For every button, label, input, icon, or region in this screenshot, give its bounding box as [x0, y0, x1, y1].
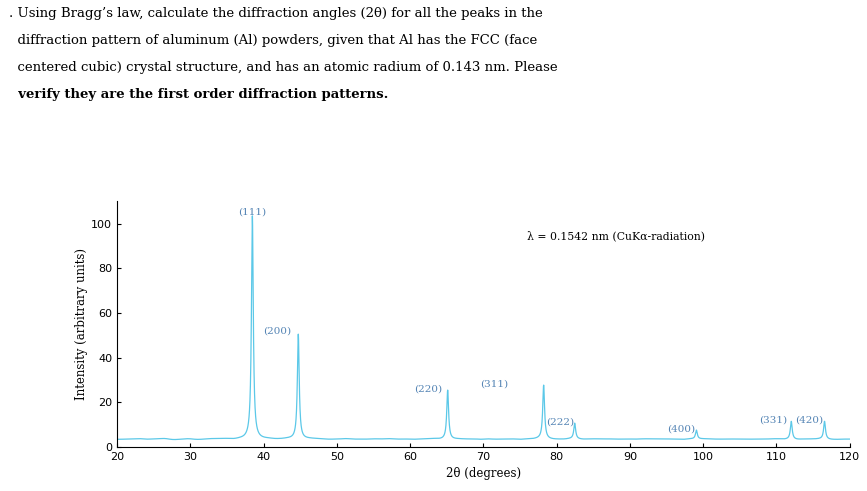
Text: . Using Bragg’s law, calculate the diffraction angles (2θ) for all the peaks in : . Using Bragg’s law, calculate the diffr… — [9, 7, 543, 20]
Text: (331): (331) — [759, 415, 786, 425]
Text: (400): (400) — [667, 424, 695, 434]
Text: (420): (420) — [795, 415, 824, 425]
Text: diffraction pattern of aluminum (Al) powders, given that Al has the FCC (face: diffraction pattern of aluminum (Al) pow… — [9, 34, 537, 47]
Text: (311): (311) — [480, 380, 508, 389]
Text: (220): (220) — [414, 384, 442, 393]
Y-axis label: Intensity (arbitrary units): Intensity (arbitrary units) — [75, 248, 88, 400]
Text: λ = 0.1542 nm (CuKα-radiation): λ = 0.1542 nm (CuKα-radiation) — [527, 231, 706, 242]
X-axis label: 2θ (degrees): 2θ (degrees) — [446, 467, 521, 480]
Text: verify they are the first order diffraction patterns.: verify they are the first order diffract… — [9, 88, 388, 101]
Text: centered cubic) crystal structure, and has an atomic radium of 0.143 nm. Please: centered cubic) crystal structure, and h… — [9, 61, 557, 74]
Text: (200): (200) — [263, 326, 290, 335]
Text: (222): (222) — [546, 418, 574, 427]
Text: (111): (111) — [238, 208, 266, 217]
